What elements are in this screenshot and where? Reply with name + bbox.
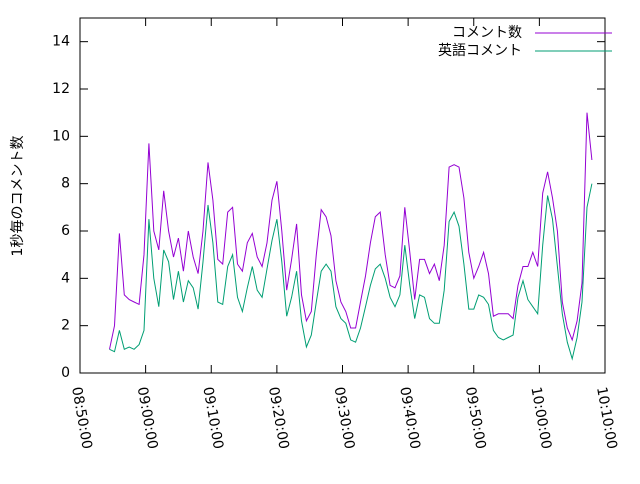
line-series xyxy=(109,183,593,361)
x-tick-label: 09:30:00 xyxy=(331,386,358,451)
y-tick-label: 6 xyxy=(61,223,70,239)
y-axis-label: 1秒毎のコメント数 xyxy=(10,136,26,257)
y-tick-label: 10 xyxy=(52,128,70,144)
x-tick-label: 08:50:00 xyxy=(68,386,95,451)
y-tick-label: 12 xyxy=(52,81,70,97)
x-tick-label: 09:40:00 xyxy=(396,386,423,451)
x-tick-label: 09:10:00 xyxy=(199,386,226,451)
line-series xyxy=(109,112,593,350)
x-tick-label: 10:10:00 xyxy=(593,386,620,451)
y-tick-label: 14 xyxy=(52,34,70,50)
y-tick-label: 2 xyxy=(61,318,70,334)
x-tick-label: 09:00:00 xyxy=(134,386,161,451)
y-tick-label: 4 xyxy=(61,270,70,286)
legend-label: コメント数 xyxy=(452,25,522,41)
y-tick-label: 0 xyxy=(61,365,70,381)
x-tick-label: 09:20:00 xyxy=(265,386,292,451)
x-tick-label: 10:00:00 xyxy=(527,386,554,451)
y-tick-label: 8 xyxy=(61,176,70,192)
x-tick-label: 09:50:00 xyxy=(462,386,489,451)
legend-label: 英語コメント xyxy=(438,42,522,59)
